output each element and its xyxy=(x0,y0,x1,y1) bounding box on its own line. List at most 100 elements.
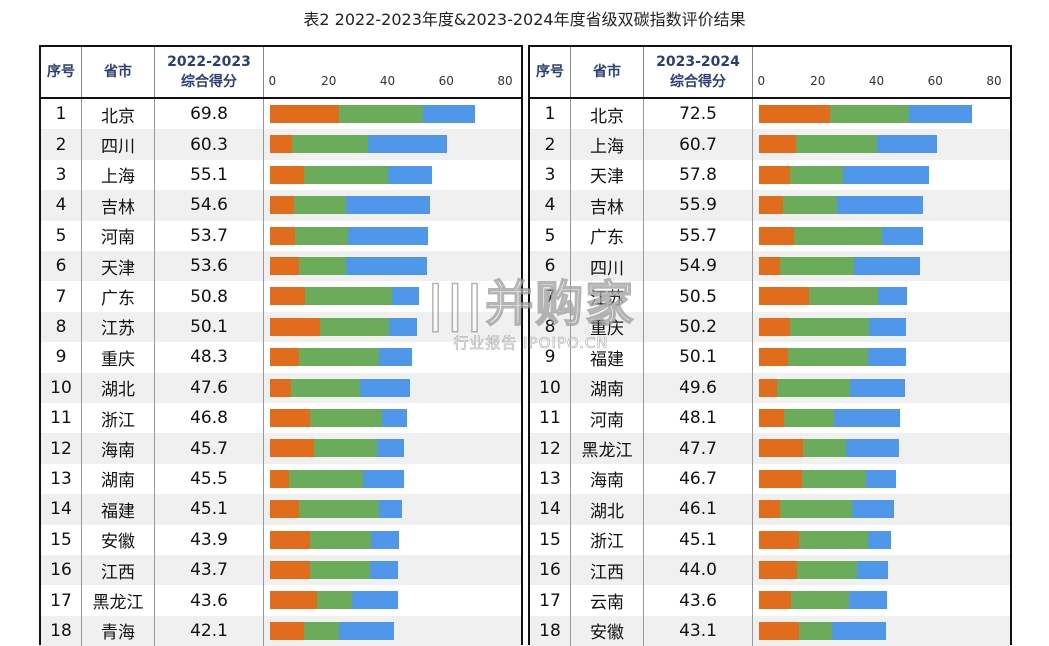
bar-segment-b xyxy=(290,378,360,397)
bar-segment-b xyxy=(309,561,370,579)
bar-segment-b xyxy=(789,165,843,184)
bar-segment-a xyxy=(759,135,796,154)
bar-segment-b xyxy=(293,196,347,215)
score-cell: 50.2 xyxy=(644,311,753,343)
bar-segment-a xyxy=(270,105,340,123)
bar-segment-b xyxy=(299,348,379,367)
bar-segment-a xyxy=(270,196,294,215)
bar-segment-a xyxy=(270,378,291,397)
rank-cell: 16 xyxy=(41,555,82,586)
table-header: 序号 省市 2022-2023 综合得分 0 20 40 60 80 xyxy=(41,47,521,99)
table-row: 3 上海 55.1 xyxy=(41,159,521,191)
bar-segment-b xyxy=(797,561,858,579)
province-cell: 吉林 xyxy=(82,190,155,221)
table-row: 11 浙江 46.8 xyxy=(41,403,521,434)
bar-segment-c xyxy=(378,500,403,519)
bar-segment-a xyxy=(270,165,304,184)
table-row: 16 江西 43.7 xyxy=(41,555,521,586)
x-tick-label: 80 xyxy=(497,74,513,88)
rank-cell: 10 xyxy=(530,372,571,403)
table-row: 17 黑龙江 43.6 xyxy=(41,585,521,616)
bar-segment-b xyxy=(309,530,372,549)
rank-cell: 5 xyxy=(530,220,571,251)
score-cell: 69.8 xyxy=(155,99,264,130)
bar-segment-b xyxy=(339,105,423,123)
score-cell: 55.9 xyxy=(644,190,753,221)
rank-cell: 13 xyxy=(530,463,571,495)
bar-segment-c xyxy=(339,621,394,640)
header-axis: 0 20 40 60 80 xyxy=(264,47,521,97)
score-cell: 43.6 xyxy=(644,585,753,616)
bar-segment-b xyxy=(788,348,868,367)
bar-segment-a xyxy=(270,591,317,610)
rank-cell: 11 xyxy=(530,403,571,434)
bar-segment-b xyxy=(779,257,855,275)
province-cell: 湖北 xyxy=(82,372,155,403)
x-tick-label: 20 xyxy=(810,74,826,88)
table-row: 4 吉林 55.9 xyxy=(530,190,1010,221)
x-tick-label: 60 xyxy=(438,74,454,88)
bar-segment-c xyxy=(362,469,404,488)
bar-segment-a xyxy=(270,317,320,336)
bar-segment-c xyxy=(845,439,900,458)
province-cell: 浙江 xyxy=(82,403,155,434)
score-cell: 50.1 xyxy=(644,342,753,373)
bar-segment-c xyxy=(422,105,476,123)
bar-segment-c xyxy=(346,196,431,215)
rank-cell: 5 xyxy=(41,220,82,251)
score-cell: 50.1 xyxy=(155,311,264,343)
table-row: 13 海南 46.7 xyxy=(530,463,1010,495)
bar-segment-a xyxy=(270,409,310,427)
province-cell: 海南 xyxy=(82,433,155,464)
table-row: 15 安徽 43.9 xyxy=(41,524,521,555)
score-cell: 54.9 xyxy=(644,251,753,282)
score-cell: 60.3 xyxy=(155,129,264,160)
bar-segment-a xyxy=(270,469,290,488)
score-cell: 50.8 xyxy=(155,281,264,312)
rank-cell: 7 xyxy=(41,281,82,312)
rank-cell: 4 xyxy=(41,190,82,221)
score-cell: 60.7 xyxy=(644,129,753,160)
province-cell: 黑龙江 xyxy=(82,585,155,616)
table-row: 9 重庆 48.3 xyxy=(41,342,521,373)
table-row: 7 江苏 50.5 xyxy=(530,281,1010,312)
bar-segment-c xyxy=(378,348,412,367)
x-tick-label: 60 xyxy=(927,74,943,88)
table-row: 10 湖北 47.6 xyxy=(41,372,521,403)
score-cell: 43.9 xyxy=(155,524,264,555)
header-score: 2023-2024 综合得分 xyxy=(644,47,753,97)
bar-segment-c xyxy=(359,378,410,397)
bar-segment-b xyxy=(292,135,369,154)
bar-segment-b xyxy=(794,226,883,245)
province-cell: 福建 xyxy=(571,342,644,373)
rank-cell: 3 xyxy=(41,159,82,191)
bar-segment-c xyxy=(854,257,921,275)
bar-segment-b xyxy=(829,105,909,123)
rank-cell: 8 xyxy=(41,311,82,343)
bar-segment-b xyxy=(317,591,353,610)
header-rank: 序号 xyxy=(41,47,82,97)
bar-segment-a xyxy=(759,165,790,184)
score-cell: 45.1 xyxy=(644,524,753,555)
province-cell: 重庆 xyxy=(571,311,644,343)
province-cell: 上海 xyxy=(82,159,155,191)
bar-segment-b xyxy=(776,378,851,397)
bar-segment-c xyxy=(352,591,399,610)
bar-segment-c xyxy=(836,196,924,215)
table-row: 17 云南 43.6 xyxy=(530,585,1010,616)
table-row: 6 四川 54.9 xyxy=(530,251,1010,282)
province-cell: 湖南 xyxy=(82,463,155,495)
bar-segment-c xyxy=(867,348,907,367)
rank-cell: 15 xyxy=(530,524,571,555)
score-cell: 48.3 xyxy=(155,342,264,373)
bar-segment-a xyxy=(759,530,799,549)
table-header: 序号 省市 2023-2024 综合得分 0 20 40 60 80 xyxy=(530,47,1010,99)
bar-segment-a xyxy=(270,226,295,245)
bar-segment-a xyxy=(759,469,802,488)
bar-segment-c xyxy=(867,530,892,549)
rank-cell: 8 xyxy=(530,311,571,343)
bar-segment-c xyxy=(391,287,420,306)
bar-segment-c xyxy=(833,409,901,427)
bar-segment-b xyxy=(782,196,837,215)
bar-segment-c xyxy=(882,226,923,245)
